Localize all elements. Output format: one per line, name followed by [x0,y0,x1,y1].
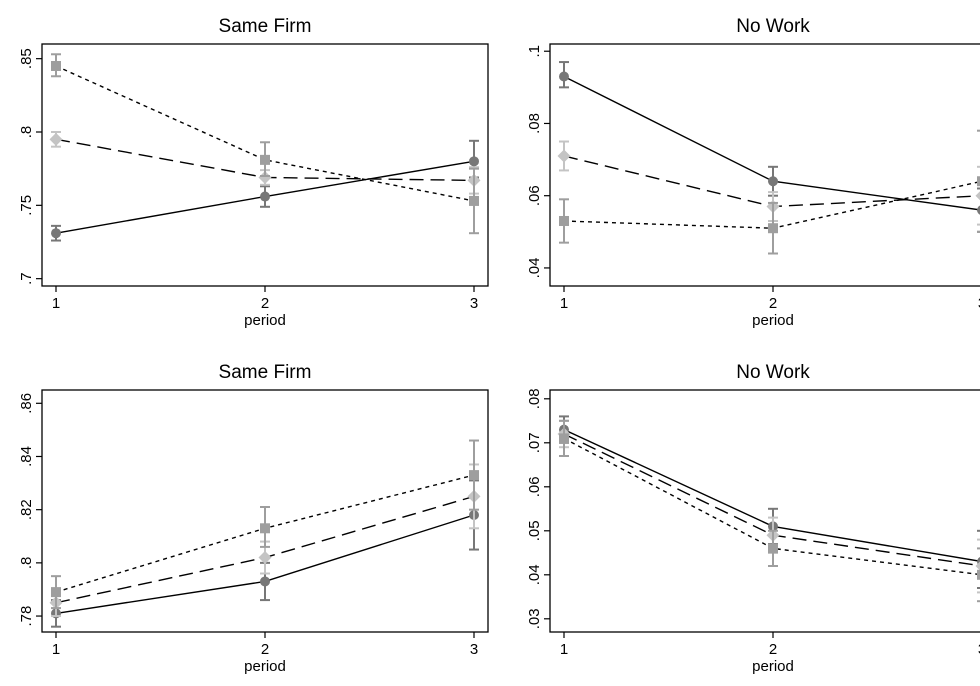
data-point [469,156,479,166]
x-axis-label: period [752,658,794,675]
panel-title: No Work [736,16,810,37]
x-tick-label: 2 [261,641,269,658]
panel-1: Same Firm .7 .75 .8 .85 1 2 3 period [18,16,488,329]
y-tick-label: .8 [18,557,35,570]
y-tick-label: .8 [18,126,35,139]
x-tick-label: 3 [470,295,478,312]
y-tick-label: .06 [526,476,543,497]
data-point [768,543,778,553]
y-tick-label: .78 [18,606,35,627]
panel-4: No Work.03.04.05.06.07.08123period [526,362,980,675]
data-point [768,223,778,233]
y-tick-label: .7 [18,272,35,285]
data-point [260,192,270,202]
data-point [559,216,569,226]
y-tick-label: .75 [18,195,35,216]
data-point [469,196,479,206]
x-tick-label: 2 [261,295,269,312]
y-tick-label: .1 [526,45,543,58]
data-point [768,176,778,186]
x-tick-label: 1 [560,641,568,658]
y-tick-label: .04 [526,258,543,279]
y-tick-label: .06 [526,185,543,206]
y-tick-label: .84 [18,446,35,467]
plot-frame [550,44,980,286]
data-point [51,587,61,597]
panel-title: No Work [736,362,810,383]
y-tick-label: .03 [526,608,543,629]
data-point [558,149,571,162]
series-3 [559,421,980,601]
data-point [976,189,980,202]
panel-title: Same Firm [219,362,312,383]
y-tick-label: .08 [526,113,543,134]
y-tick-label: .86 [18,393,35,414]
y-tick-label: .07 [526,432,543,453]
data-point [260,576,270,586]
data-point [50,133,63,146]
plot-frame [550,390,980,632]
data-point [51,61,61,71]
x-tick-label: 1 [52,295,60,312]
x-tick-label: 1 [560,295,568,312]
y-tick-label: .82 [18,499,35,520]
data-point [260,523,270,533]
x-axis-label: period [244,312,286,329]
x-axis-label: period [752,312,794,329]
x-tick-label: 2 [769,641,777,658]
y-tick-label: .05 [526,520,543,541]
x-axis-label: period [244,658,286,675]
x-tick-label: 1 [52,641,60,658]
x-tick-label: 2 [769,295,777,312]
y-tick-label: .04 [526,564,543,585]
data-point [559,72,569,82]
data-point [260,155,270,165]
panel-3: Same Firm .78 .8 .82 .84 .86 1 2 3 period [18,362,488,675]
y-tick-label: .85 [18,48,35,69]
panel-title: Same Firm [219,16,312,37]
series-1 [559,416,980,588]
y-tick-label: .08 [526,388,543,409]
data-point [559,433,569,443]
x-tick-label: 3 [470,641,478,658]
data-point [51,228,61,238]
data-point [469,470,479,480]
panel-2: No Work.04.06.08.1123period [526,16,980,329]
